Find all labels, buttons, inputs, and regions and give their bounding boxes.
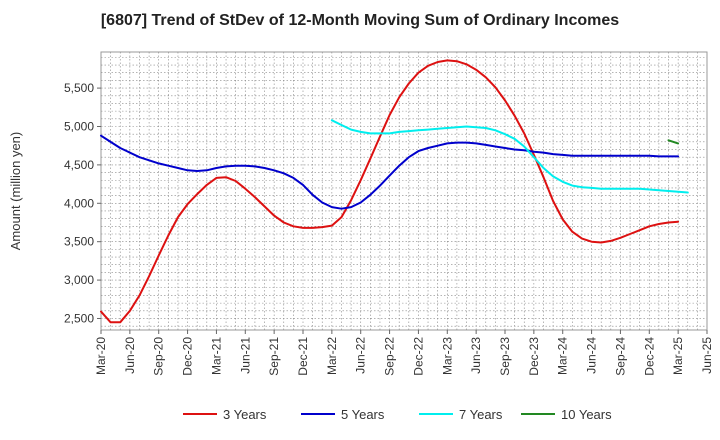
x-tick-label: Jun-25 [700,337,714,374]
series-line-7-years [330,119,689,194]
series-line-5-years [100,134,680,210]
plot-area [100,51,708,331]
y-tick-label: 4,500 [64,158,94,172]
x-tick-label: Mar-24 [556,337,570,375]
x-tick-label: Dec-21 [296,337,310,376]
x-tick-label: Dec-20 [181,337,195,376]
y-tick-label: 5,000 [64,119,94,133]
series-line-10-years [667,139,680,145]
legend: 3 Years 5 Years 7 Years 10 Years [183,407,612,422]
legend-label-10-years: 10 Years [561,407,612,422]
y-axis-label: Amount (million yen) [8,132,23,251]
series-line-3-years [100,59,680,324]
y-tick-label: 5,500 [64,81,94,95]
x-tick-label: Mar-21 [209,337,223,375]
x-tick-label: Sep-21 [267,337,281,376]
legend-label-3-years: 3 Years [223,407,267,422]
x-tick-label: Jun-22 [354,337,368,374]
x-tick-label: Sep-20 [152,337,166,376]
x-tick-label: Sep-24 [613,337,627,376]
chart-title: [6807] Trend of StDev of 12-Month Moving… [100,12,620,29]
x-tick-label: Sep-22 [383,337,397,376]
x-tick-label: Dec-24 [642,337,656,376]
x-tick-label: Dec-23 [527,337,541,376]
y-tick-label: 3,000 [64,273,94,287]
legend-label-7-years: 7 Years [459,407,503,422]
x-tick-label: Jun-21 [238,337,252,374]
x-tick-label: Mar-20 [94,337,108,375]
vertical-gridlines [110,52,698,330]
x-tick-label: Jun-23 [469,337,483,374]
y-tick-label: 2,500 [64,311,94,325]
x-tick-label: Mar-23 [440,337,454,375]
legend-label-5-years: 5 Years [341,407,385,422]
series-lines [100,59,689,324]
y-tick-label: 4,000 [64,196,94,210]
x-tick-label: Jun-20 [123,337,137,374]
y-axis-ticks: 2,500 3,000 3,500 4,000 4,500 5,000 5,500 [64,81,101,325]
x-tick-label: Dec-22 [411,337,425,376]
plot-frame [100,51,708,331]
x-tick-label: Mar-25 [671,337,685,375]
x-tick-label: Jun-24 [585,337,599,374]
x-tick-label: Sep-23 [498,337,512,376]
y-tick-label: 3,500 [64,235,94,249]
x-tick-label: Mar-22 [325,337,339,375]
x-axis-ticks: Mar-20 Jun-20 Sep-20 Dec-20 Mar-21 Jun-21 Sep-… [94,330,714,376]
